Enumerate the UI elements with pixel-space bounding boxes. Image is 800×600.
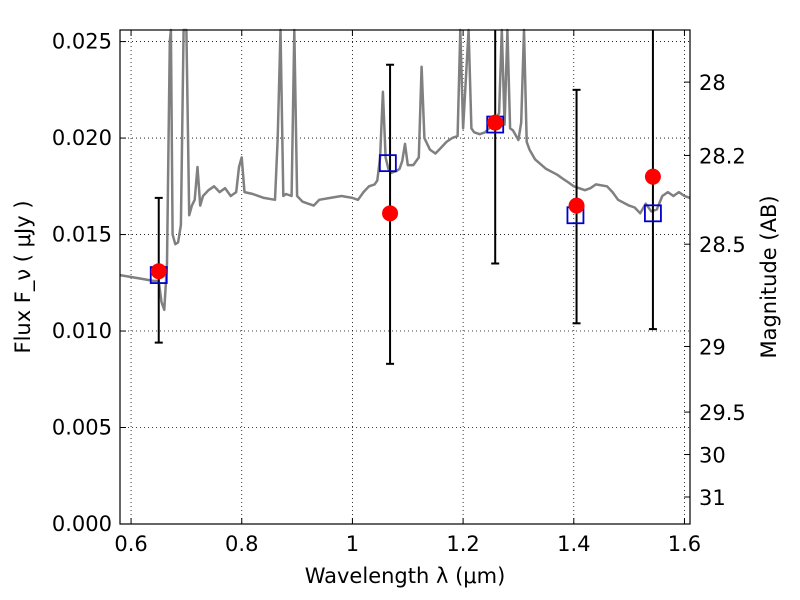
x-axis-title: Wavelength λ (μm) xyxy=(305,564,506,588)
y-tick-label: 0.015 xyxy=(52,223,112,247)
y-axis-title: Flux F_ν ( μJy ) xyxy=(11,200,36,353)
y-ticks: 0.000 0.005 0.010 0.015 0.020 0.025 xyxy=(52,30,126,536)
y2-tick-label: 29 xyxy=(699,335,726,359)
x-tick-label: 1.2 xyxy=(446,532,479,556)
x-tick-label: 1.4 xyxy=(557,532,590,556)
circle-marker xyxy=(568,197,585,214)
x-tick-label: 0.6 xyxy=(114,532,147,556)
y2-tick-label: 31 xyxy=(699,486,726,510)
y2-tick-label: 30 xyxy=(699,444,726,468)
y-tick-label: 0.020 xyxy=(52,126,112,150)
x-tick-label: 1 xyxy=(346,532,359,556)
circle-marker xyxy=(487,114,504,131)
y-tick-label: 0.025 xyxy=(52,30,112,54)
square-marker xyxy=(644,204,662,223)
y2-axis-title: Magnitude (AB) xyxy=(757,195,781,358)
y2-ticks: 28 28.2 28.5 29 29.5 30 31 xyxy=(684,71,746,510)
y2-tick-label: 28.2 xyxy=(699,144,746,168)
x-tick-label: 0.8 xyxy=(225,532,258,556)
circle-marker xyxy=(644,168,661,185)
y-tick-label: 0.000 xyxy=(52,512,112,536)
square-marker xyxy=(378,154,397,173)
spectrum-line xyxy=(119,28,691,312)
y-tick-label: 0.005 xyxy=(52,416,112,440)
plot-frame xyxy=(119,29,691,525)
spectrum-series xyxy=(119,28,691,312)
x-ticks: 0.6 0.8 1 1.2 1.4 1.6 xyxy=(114,30,701,556)
y2-tick-label: 29.5 xyxy=(699,401,746,425)
y2-tick-label: 28.5 xyxy=(699,233,746,257)
circle-marker xyxy=(150,263,167,280)
red-circle-markers xyxy=(150,114,661,280)
x-tick-label: 1.6 xyxy=(668,532,701,556)
y-tick-label: 0.010 xyxy=(52,319,112,343)
circle-marker xyxy=(382,205,399,222)
y2-tick-label: 28 xyxy=(699,71,726,95)
blue-square-markers xyxy=(149,115,662,284)
grid xyxy=(120,30,690,524)
